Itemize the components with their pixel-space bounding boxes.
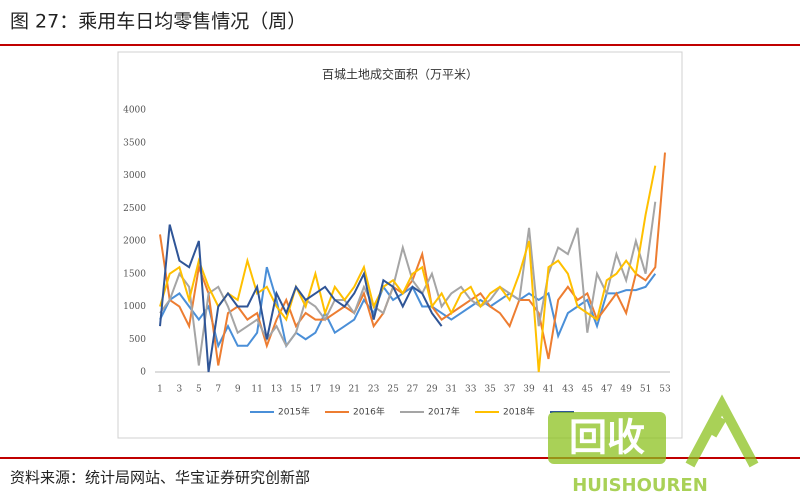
x-tick-label: 9 <box>235 385 241 395</box>
x-tick-label: 15 <box>290 385 302 395</box>
y-tick-label: 3500 <box>123 138 146 148</box>
x-tick-label: 43 <box>562 385 574 395</box>
x-tick-label: 45 <box>582 385 594 395</box>
x-tick-label: 1 <box>157 385 163 395</box>
x-tick-label: 37 <box>504 385 516 395</box>
series-line <box>159 201 657 366</box>
y-tick-label: 2500 <box>123 204 146 214</box>
watermark-box <box>548 412 666 464</box>
y-tick-label: 2000 <box>123 237 146 247</box>
legend-label: 2018年 <box>503 406 535 418</box>
x-tick-label: 13 <box>271 385 283 395</box>
chart-title: 百城土地成交面积（万平米） <box>322 67 478 82</box>
y-tick-label: 1500 <box>123 269 146 279</box>
x-tick-label: 7 <box>215 385 221 395</box>
series-line <box>159 224 443 373</box>
source-note: 资料来源：统计局网站、华宝证券研究创新部 <box>10 469 310 487</box>
x-tick-label: 53 <box>659 385 671 395</box>
x-tick-label: 35 <box>484 385 496 395</box>
y-tick-label: 3000 <box>123 171 146 181</box>
watermark: 回收 HUISHOUREN <box>548 394 759 496</box>
y-tick-label: 500 <box>129 335 146 345</box>
x-tick-label: 49 <box>620 385 632 395</box>
legend-label: 2016年 <box>353 406 385 418</box>
y-tick-label: 1000 <box>123 302 146 312</box>
x-tick-label: 19 <box>329 385 341 395</box>
watermark-text: HUISHOUREN <box>572 475 708 496</box>
chart-frame <box>117 51 683 439</box>
x-tick-label: 29 <box>426 385 438 395</box>
x-tick-label: 31 <box>446 385 457 395</box>
series-line <box>159 165 657 373</box>
x-tick-label: 33 <box>465 385 477 395</box>
watermark-mark: 回收 <box>569 416 645 460</box>
x-tick-label: 21 <box>349 385 360 395</box>
series-line <box>159 266 657 349</box>
x-tick-label: 17 <box>310 385 322 395</box>
watermark-icon <box>685 394 759 468</box>
x-tick-label: 5 <box>196 385 202 395</box>
legend-label: 2015年 <box>278 406 310 418</box>
x-tick-label: 3 <box>177 385 183 395</box>
x-tick-label: 51 <box>640 385 651 395</box>
legend-label: 2017年 <box>428 406 460 418</box>
x-tick-label: 11 <box>251 385 262 395</box>
y-tick-label: 0 <box>140 368 146 378</box>
header-title: 图 27：乘用车日均零售情况（周） <box>10 11 306 33</box>
x-tick-label: 39 <box>523 385 535 395</box>
x-tick-label: 41 <box>543 385 554 395</box>
x-tick-label: 47 <box>601 385 613 395</box>
y-tick-label: 4000 <box>123 106 146 116</box>
x-tick-label: 27 <box>407 385 419 395</box>
x-tick-label: 25 <box>387 385 399 395</box>
x-tick-label: 23 <box>368 385 380 395</box>
